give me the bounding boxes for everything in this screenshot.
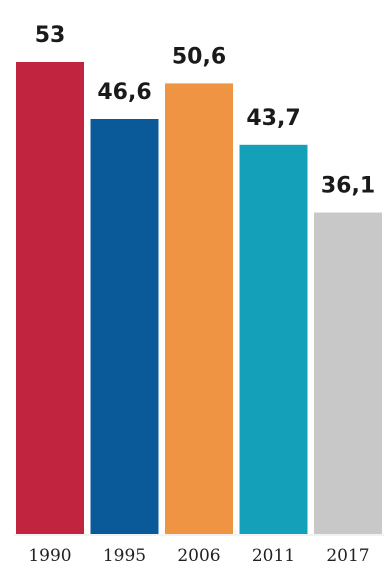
value-labels-group: 53 46,6 50,6 43,7 36,1 — [35, 23, 375, 199]
tick-labels-group: 1990 1995 2006 2011 2017 — [28, 546, 369, 566]
bar-1990 — [16, 62, 84, 534]
bar-2017 — [314, 212, 382, 534]
value-label-2006: 50,6 — [172, 44, 226, 69]
bar-2011 — [239, 144, 308, 535]
value-label-2017: 36,1 — [321, 174, 375, 199]
x-tick-label-1995: 1995 — [103, 546, 146, 566]
x-tick-label-2011: 2011 — [252, 546, 295, 566]
x-tick-label-2017: 2017 — [326, 546, 369, 566]
bar-2006 — [165, 83, 233, 535]
bars-group — [16, 62, 382, 535]
bar-1995 — [90, 119, 159, 534]
x-tick-label-2006: 2006 — [177, 546, 220, 566]
value-label-1990: 53 — [35, 23, 66, 48]
value-label-2011: 43,7 — [246, 106, 300, 131]
value-label-1995: 46,6 — [97, 80, 151, 105]
x-tick-label-1990: 1990 — [28, 546, 71, 566]
